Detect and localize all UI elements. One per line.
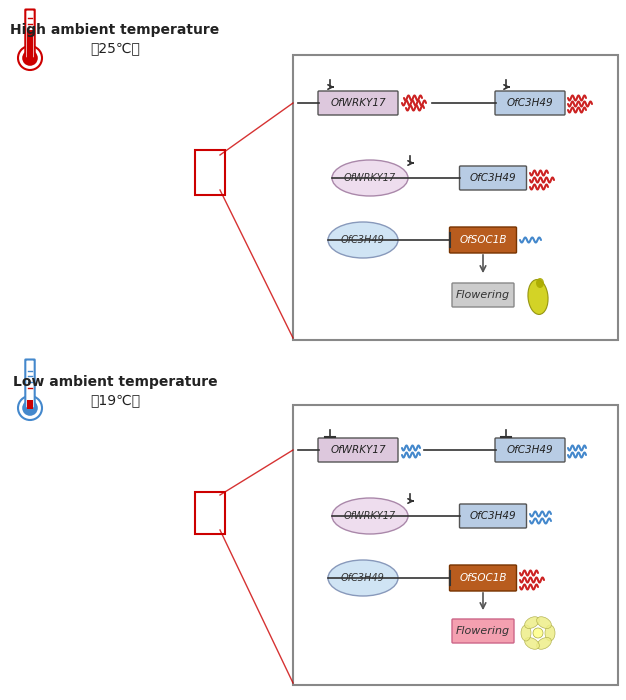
Ellipse shape bbox=[525, 638, 540, 650]
Circle shape bbox=[22, 50, 38, 66]
Bar bbox=[195, 150, 225, 195]
FancyBboxPatch shape bbox=[25, 10, 34, 59]
Ellipse shape bbox=[528, 279, 548, 314]
FancyBboxPatch shape bbox=[318, 438, 398, 462]
Ellipse shape bbox=[328, 222, 398, 258]
FancyBboxPatch shape bbox=[27, 400, 33, 410]
Circle shape bbox=[533, 628, 543, 638]
Ellipse shape bbox=[545, 625, 555, 641]
Text: OfWRKY17: OfWRKY17 bbox=[344, 173, 396, 183]
Ellipse shape bbox=[536, 638, 552, 650]
FancyBboxPatch shape bbox=[449, 227, 516, 253]
Text: OfC3H49: OfC3H49 bbox=[470, 511, 516, 521]
FancyBboxPatch shape bbox=[449, 565, 516, 591]
Text: OfC3H49: OfC3H49 bbox=[470, 173, 516, 183]
Ellipse shape bbox=[525, 617, 540, 629]
FancyBboxPatch shape bbox=[459, 166, 526, 190]
Text: OfWRKY17: OfWRKY17 bbox=[330, 445, 386, 455]
Text: Low ambient temperature: Low ambient temperature bbox=[13, 375, 217, 389]
Circle shape bbox=[18, 396, 42, 420]
Text: OfC3H49: OfC3H49 bbox=[506, 445, 553, 455]
Ellipse shape bbox=[536, 617, 552, 629]
Text: Flowering: Flowering bbox=[456, 290, 510, 300]
Text: OfWRKY17: OfWRKY17 bbox=[344, 511, 396, 521]
FancyBboxPatch shape bbox=[495, 91, 565, 115]
FancyBboxPatch shape bbox=[459, 504, 526, 528]
Ellipse shape bbox=[536, 278, 544, 288]
Text: OfC3H49: OfC3H49 bbox=[341, 573, 385, 583]
FancyBboxPatch shape bbox=[495, 438, 565, 462]
Text: （25℃）: （25℃） bbox=[90, 41, 140, 55]
Bar bbox=[195, 492, 225, 534]
Ellipse shape bbox=[521, 625, 531, 641]
Text: OfC3H49: OfC3H49 bbox=[341, 235, 385, 245]
Text: OfC3H49: OfC3H49 bbox=[506, 98, 553, 108]
Bar bbox=[293, 405, 618, 685]
Text: （19℃）: （19℃） bbox=[90, 393, 140, 407]
Text: Flowering: Flowering bbox=[456, 626, 510, 636]
FancyBboxPatch shape bbox=[27, 30, 33, 58]
Text: High ambient temperature: High ambient temperature bbox=[11, 23, 220, 37]
Text: OfWRKY17: OfWRKY17 bbox=[330, 98, 386, 108]
FancyBboxPatch shape bbox=[25, 360, 34, 409]
Circle shape bbox=[22, 400, 38, 416]
FancyBboxPatch shape bbox=[452, 283, 514, 307]
FancyBboxPatch shape bbox=[452, 619, 514, 643]
Circle shape bbox=[18, 46, 42, 70]
Ellipse shape bbox=[332, 498, 408, 534]
Bar bbox=[293, 55, 618, 340]
Text: OfSOC1B: OfSOC1B bbox=[459, 573, 507, 583]
Ellipse shape bbox=[332, 160, 408, 196]
Ellipse shape bbox=[328, 560, 398, 596]
FancyBboxPatch shape bbox=[318, 91, 398, 115]
Text: OfSOC1B: OfSOC1B bbox=[459, 235, 507, 245]
